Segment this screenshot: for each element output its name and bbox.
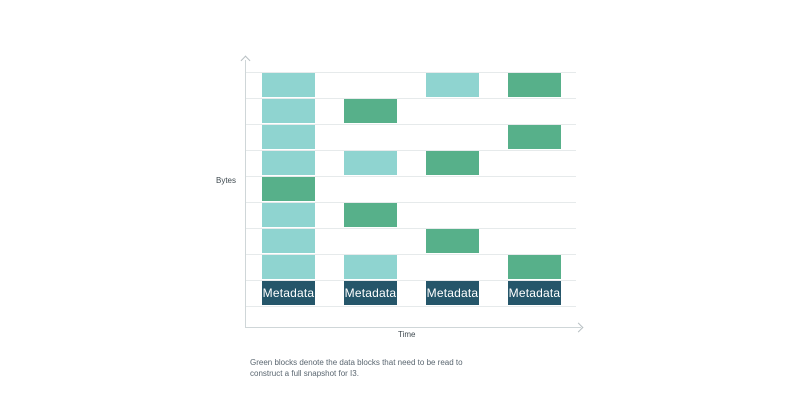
data-block	[262, 203, 315, 227]
read-data-block	[344, 203, 397, 227]
data-block	[262, 73, 315, 97]
y-axis	[245, 60, 246, 328]
data-block	[344, 255, 397, 279]
caption-line-2: construct a full snapshot for I3.	[250, 369, 359, 378]
read-data-block	[262, 177, 315, 201]
read-data-block	[508, 73, 561, 97]
data-block	[262, 151, 315, 175]
data-block	[344, 151, 397, 175]
metadata-block: Metadata	[426, 281, 479, 305]
gridline	[246, 72, 576, 73]
caption: Green blocks denote the data blocks that…	[250, 357, 510, 379]
x-axis-label: Time	[398, 330, 416, 339]
read-data-block	[344, 99, 397, 123]
gridline	[246, 280, 576, 281]
y-axis-arrow-icon	[240, 55, 251, 66]
y-axis-label: Bytes	[216, 176, 237, 185]
gridline	[246, 150, 576, 151]
x-axis-arrow-icon	[573, 322, 584, 333]
gridline	[246, 228, 576, 229]
data-block	[262, 229, 315, 253]
gridline	[246, 98, 576, 99]
gridline	[246, 202, 576, 203]
data-block	[262, 125, 315, 149]
gridline	[246, 124, 576, 125]
metadata-block: Metadata	[262, 281, 315, 305]
gridline	[246, 254, 576, 255]
data-block	[262, 255, 315, 279]
read-data-block	[426, 151, 479, 175]
gridline	[246, 176, 576, 177]
gridline	[246, 306, 576, 307]
read-data-block	[508, 125, 561, 149]
data-block	[262, 99, 315, 123]
read-data-block	[426, 229, 479, 253]
caption-line-1: Green blocks denote the data blocks that…	[250, 358, 463, 367]
metadata-block: Metadata	[344, 281, 397, 305]
x-axis	[245, 327, 581, 328]
read-data-block	[508, 255, 561, 279]
metadata-block: Metadata	[508, 281, 561, 305]
data-block	[426, 73, 479, 97]
